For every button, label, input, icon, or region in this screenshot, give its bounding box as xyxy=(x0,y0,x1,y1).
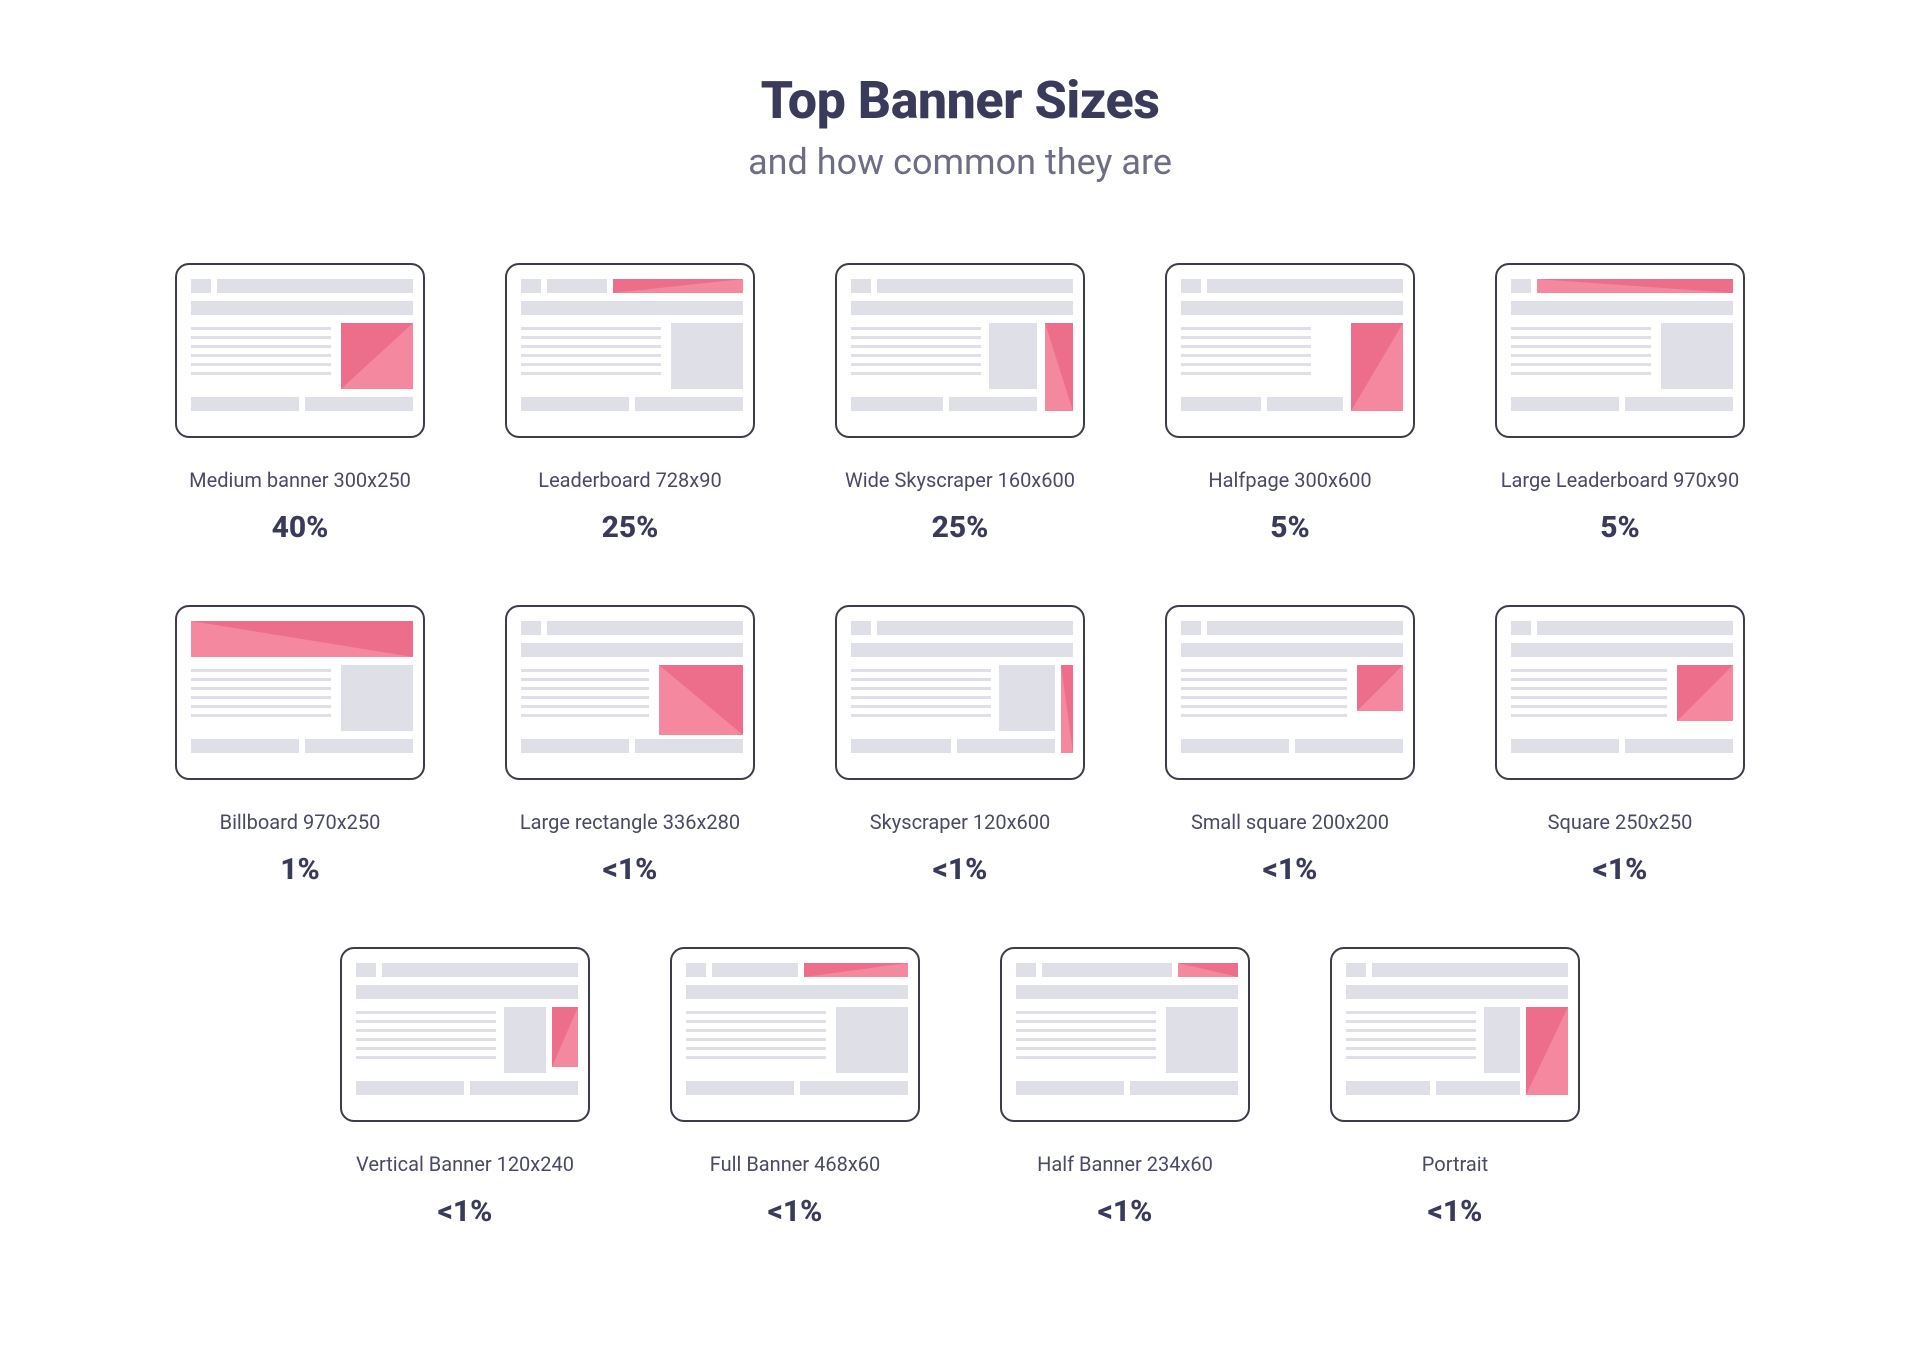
banner-label: Vertical Banner 120x240 xyxy=(356,1152,574,1176)
banner-item: Skyscraper 120x600 <1% xyxy=(820,605,1100,887)
banner-label: Large rectangle 336x280 xyxy=(520,810,740,834)
banner-percent: 25% xyxy=(602,510,659,545)
banner-label: Medium banner 300x250 xyxy=(189,468,411,492)
banner-percent: <1% xyxy=(603,852,658,887)
wireframe-icon xyxy=(835,263,1085,438)
banner-item: Halfpage 300x600 5% xyxy=(1150,263,1430,545)
banner-percent: <1% xyxy=(768,1194,823,1229)
banner-item: Medium banner 300x250 40% xyxy=(160,263,440,545)
banner-label: Halfpage 300x600 xyxy=(1208,468,1371,492)
wireframe-icon xyxy=(505,263,755,438)
wireframe-icon xyxy=(1000,947,1250,1122)
banner-percent: 1% xyxy=(280,852,320,887)
wireframe-icon xyxy=(835,605,1085,780)
banner-percent: 5% xyxy=(1600,510,1640,545)
banner-label: Full Banner 468x60 xyxy=(710,1152,880,1176)
wireframe-icon xyxy=(340,947,590,1122)
banner-item: Leaderboard 728x90 25% xyxy=(490,263,770,545)
wireframe-icon xyxy=(505,605,755,780)
banner-item: Small square 200x200 <1% xyxy=(1150,605,1430,887)
banner-label: Large Leaderboard 970x90 xyxy=(1501,468,1739,492)
banner-item: Large rectangle 336x280 <1% xyxy=(490,605,770,887)
page-subtitle: and how common they are xyxy=(100,141,1820,183)
banner-percent: <1% xyxy=(1428,1194,1483,1229)
banner-percent: <1% xyxy=(1263,852,1318,887)
banner-percent: 40% xyxy=(272,510,329,545)
banner-item: Large Leaderboard 970x90 5% xyxy=(1480,263,1760,545)
banner-item: Vertical Banner 120x240 <1% xyxy=(325,947,605,1229)
banner-label: Leaderboard 728x90 xyxy=(538,468,721,492)
banner-percent: <1% xyxy=(438,1194,493,1229)
banner-label: Portrait xyxy=(1422,1152,1488,1176)
banner-label: Billboard 970x250 xyxy=(220,810,381,834)
banner-item: Wide Skyscraper 160x600 25% xyxy=(820,263,1100,545)
banner-item: Portrait <1% xyxy=(1315,947,1595,1229)
banner-label: Wide Skyscraper 160x600 xyxy=(845,468,1075,492)
wireframe-icon xyxy=(1495,263,1745,438)
wireframe-icon xyxy=(175,605,425,780)
banner-label: Square 250x250 xyxy=(1548,810,1693,834)
banner-percent: <1% xyxy=(933,852,988,887)
wireframe-icon xyxy=(1165,605,1415,780)
banner-percent: 25% xyxy=(932,510,989,545)
banner-label: Skyscraper 120x600 xyxy=(870,810,1050,834)
wireframe-icon xyxy=(1165,263,1415,438)
header: Top Banner Sizes and how common they are xyxy=(100,70,1820,183)
banner-item: Square 250x250 <1% xyxy=(1480,605,1760,887)
banner-item: Billboard 970x250 1% xyxy=(160,605,440,887)
page-title: Top Banner Sizes xyxy=(100,70,1820,131)
banner-grid: Medium banner 300x250 40% Leaderboard 72… xyxy=(100,263,1820,1229)
wireframe-icon xyxy=(175,263,425,438)
banner-item: Full Banner 468x60 <1% xyxy=(655,947,935,1229)
banner-label: Half Banner 234x60 xyxy=(1037,1152,1213,1176)
wireframe-icon xyxy=(670,947,920,1122)
banner-label: Small square 200x200 xyxy=(1191,810,1389,834)
banner-percent: 5% xyxy=(1270,510,1310,545)
banner-percent: <1% xyxy=(1098,1194,1153,1229)
wireframe-icon xyxy=(1330,947,1580,1122)
banner-item: Half Banner 234x60 <1% xyxy=(985,947,1265,1229)
wireframe-icon xyxy=(1495,605,1745,780)
banner-percent: <1% xyxy=(1593,852,1648,887)
